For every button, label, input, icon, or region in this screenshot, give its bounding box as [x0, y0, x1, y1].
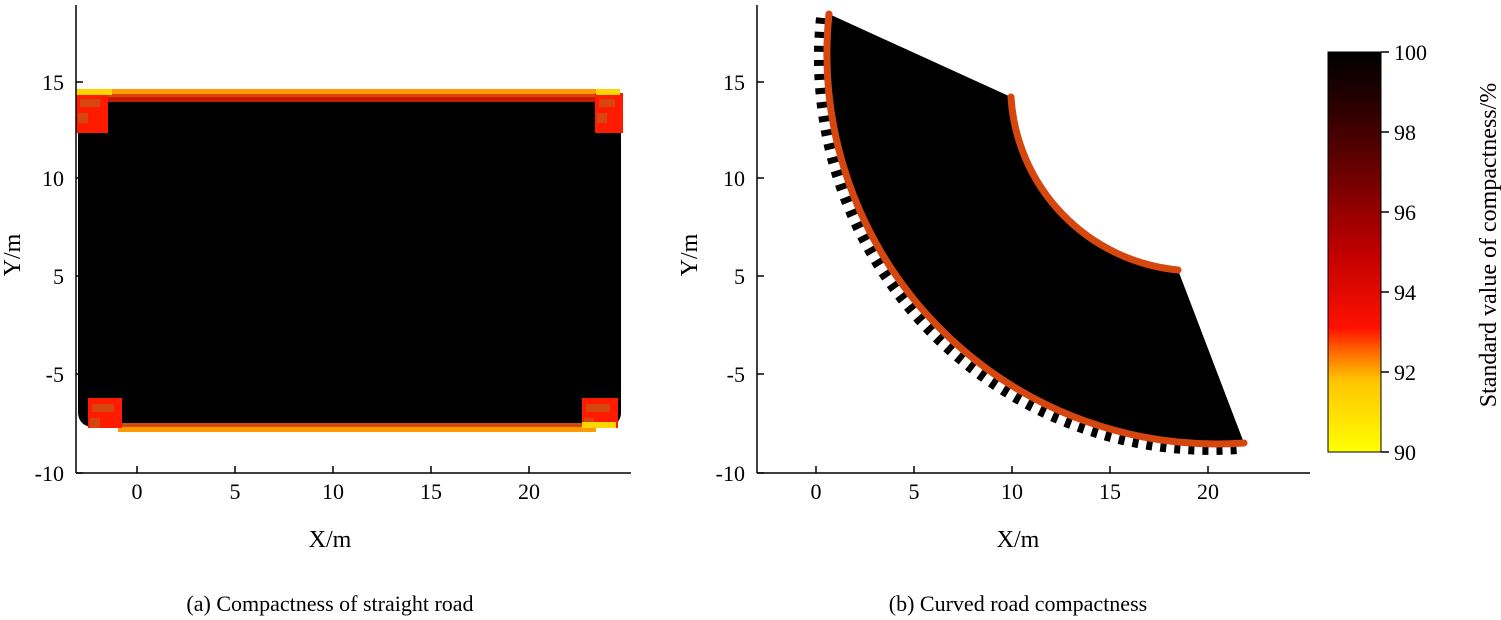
- panel-b-x-axis-label: X/m: [997, 527, 1040, 553]
- panel-a-plot-area: [76, 89, 623, 432]
- y-tick-label: 10: [42, 166, 64, 191]
- x-tick-label: 5: [230, 479, 241, 504]
- y-tick-label: -5: [727, 362, 745, 387]
- y-tick-label: 10: [723, 166, 745, 191]
- panel-b-y-axis-label: Y/m: [677, 233, 703, 276]
- road-surface-region: [826, 14, 1244, 444]
- colorbar-tick-label: 98: [1394, 120, 1416, 145]
- y-tick-label: -10: [716, 461, 745, 486]
- x-tick-label: 5: [909, 479, 920, 504]
- colorbar-tick-label: 92: [1394, 360, 1416, 385]
- panel-a-straight-road: 0 5 10 15 20 -10 -5 5 10 15 X/m Y/m (a) Compactn…: [0, 5, 631, 616]
- top-edge-band-outer: [80, 89, 620, 94]
- panel-a-y-axis-label: Y/m: [0, 233, 26, 276]
- bottom-edge-band-inner: [112, 423, 596, 427]
- panel-a-x-axis-label: X/m: [309, 527, 352, 553]
- corner-patch-yellow: [76, 89, 112, 95]
- x-tick-label: 15: [1099, 479, 1121, 504]
- corner-patch-yellow: [596, 89, 620, 95]
- panel-b-caption: (b) Curved road compactness: [889, 591, 1147, 616]
- x-tick-label: 0: [811, 479, 822, 504]
- panel-b-x-ticks: 0 5 10 15 20: [811, 466, 1219, 504]
- panel-a-y-ticks: -10 -5 5 10 15: [35, 70, 83, 486]
- panel-a-caption: (a) Compactness of straight road: [186, 591, 473, 616]
- panel-b-plot-area: [814, 10, 1248, 455]
- panel-b-y-ticks: -10 -5 5 10 15: [716, 70, 764, 486]
- top-edge-band-dark: [80, 97, 620, 102]
- road-surface-region: [78, 100, 621, 427]
- y-tick-label: 15: [42, 70, 64, 95]
- colorbar-label: Standard value of compactness/%: [1476, 83, 1501, 408]
- y-tick-label: -10: [35, 461, 64, 486]
- x-tick-label: 20: [1197, 479, 1219, 504]
- corner-patch-band: [92, 404, 114, 412]
- corner-patch-band: [78, 113, 88, 123]
- corner-patch-band: [90, 418, 100, 428]
- x-tick-label: 20: [518, 479, 540, 504]
- x-tick-label: 0: [132, 479, 143, 504]
- panel-a-x-ticks: 0 5 10 15 20: [132, 466, 540, 504]
- colorbar-tick-label: 94: [1394, 280, 1416, 305]
- corner-patch-band: [80, 99, 100, 107]
- bottom-edge-band-outer: [118, 427, 596, 432]
- corner-patch-band: [599, 99, 615, 107]
- colorbar-tick-label: 100: [1394, 40, 1427, 65]
- y-tick-label: 5: [734, 264, 745, 289]
- corner-patch-band: [597, 113, 607, 123]
- x-tick-label: 15: [420, 479, 442, 504]
- x-tick-label: 10: [322, 479, 344, 504]
- outer-edge-texture: [814, 17, 1239, 455]
- colorbar-ticks: 90 92 94 96 98 100: [1381, 40, 1427, 465]
- inner-edge-band: [1007, 93, 1182, 274]
- corner-patch-band: [586, 404, 610, 412]
- y-tick-label: 5: [53, 264, 64, 289]
- top-edge-band-inner: [80, 94, 620, 98]
- corner-patch-yellow: [582, 422, 616, 428]
- outer-edge-band: [823, 10, 1248, 448]
- colorbar-tick-label: 90: [1394, 440, 1416, 465]
- colorbar-tick-label: 96: [1394, 200, 1416, 225]
- panel-b-curved-road: 0 5 10 15 20 -10 -5 5 10 15 X/m Y/m (b) Curved r…: [677, 5, 1310, 616]
- colorbar-gradient: [1327, 51, 1382, 453]
- y-tick-label: 15: [723, 70, 745, 95]
- y-tick-label: -5: [46, 362, 64, 387]
- colorbar: 90 92 94 96 98 100 Standard value of compactn…: [1327, 40, 1501, 465]
- x-tick-label: 10: [1001, 479, 1023, 504]
